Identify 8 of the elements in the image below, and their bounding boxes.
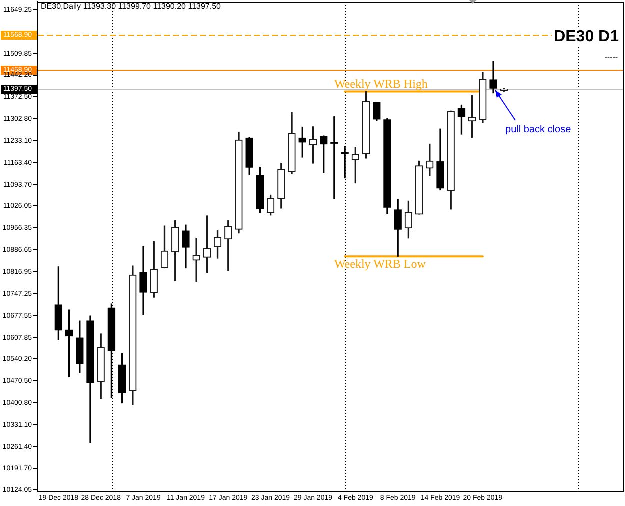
series-label: Weekly WRB Low xyxy=(334,256,426,271)
chart-subtitle: DE30,Daily 11393.30 11399.70 11390.20 11397.50 xyxy=(41,2,222,12)
candlestick xyxy=(330,116,338,200)
series-label: Weekly WRB High xyxy=(334,76,428,91)
annotation: pull back close xyxy=(506,124,572,136)
text: DE30 D1 xyxy=(554,28,620,46)
candlestick xyxy=(192,238,200,282)
text: ----- xyxy=(604,53,618,62)
